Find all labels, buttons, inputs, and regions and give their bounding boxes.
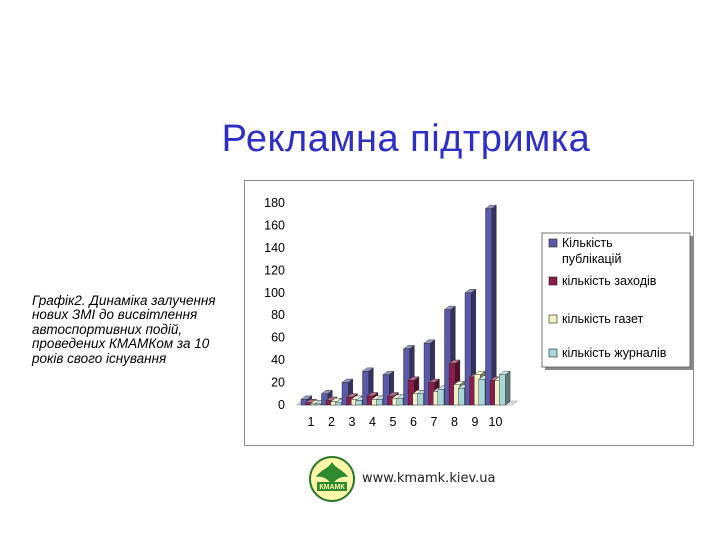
legend-swatch — [548, 276, 558, 286]
bar-group — [320, 389, 347, 406]
chart-frame: 0 20 40 60 80 100 120 140 160 180 1 2 3 4 5 6 7 8 9 10 Кіл… — [244, 180, 694, 446]
legend-box — [541, 232, 691, 368]
y-tick-label: 80 — [271, 308, 285, 322]
logo-text: КМАМК — [319, 484, 345, 491]
legend-label: кількість заходів — [562, 274, 657, 288]
chart-caption: Графік2. Динаміка залучення нових ЗМІ до… — [32, 293, 216, 366]
y-tick-label: 0 — [278, 398, 285, 412]
x-tick-label: 7 — [431, 415, 438, 429]
y-tick-label: 100 — [264, 286, 285, 300]
y-tick-label: 140 — [264, 241, 285, 255]
x-tick-label: 6 — [410, 415, 417, 429]
x-tick-label: 1 — [308, 415, 315, 429]
legend-swatch — [548, 348, 558, 358]
legend-item: кількість заходів — [548, 274, 657, 288]
bar-group — [484, 204, 511, 406]
footer-url[interactable]: www.kmamk.kiev.ua — [362, 471, 496, 486]
bar-group — [464, 288, 491, 406]
slide-title: Рекламна підтримка — [221, 118, 591, 160]
bar-group — [402, 344, 429, 406]
x-tick-label: 2 — [328, 415, 335, 429]
bar-group — [423, 339, 450, 406]
x-tick-label: 9 — [472, 415, 479, 429]
x-tick-label: 3 — [349, 415, 356, 429]
bar-groups — [300, 204, 511, 406]
legend-swatch — [548, 238, 558, 248]
x-tick-label: 5 — [390, 415, 397, 429]
legend-item: кількість журналів — [548, 346, 667, 360]
legend: Кількість публікацій кількість заходів кіль… — [541, 232, 693, 370]
bar — [484, 204, 497, 406]
x-tick-label: 4 — [369, 415, 376, 429]
y-tick-label: 160 — [264, 218, 285, 232]
bar — [498, 370, 511, 406]
y-tick-label: 40 — [271, 353, 285, 367]
legend-label: кількість газет — [562, 312, 643, 326]
kmamk-logo: КМАМК — [309, 456, 355, 502]
x-tick-label: 10 — [489, 415, 503, 429]
y-tick-label: 120 — [264, 263, 285, 277]
x-axis: 1 2 3 4 5 6 7 8 9 10 — [308, 415, 503, 429]
bar-group — [382, 370, 409, 406]
x-tick-label: 8 — [451, 415, 458, 429]
legend-label: Кількість публікацій — [562, 236, 621, 266]
legend-item: Кількість публікацій — [548, 236, 621, 266]
legend-label: кількість журналів — [562, 346, 667, 360]
legend-swatch — [548, 314, 558, 324]
y-tick-label: 20 — [271, 376, 285, 390]
y-tick-label: 180 — [264, 196, 285, 210]
bar-group — [300, 395, 327, 406]
bar-chart: 0 20 40 60 80 100 120 140 160 180 1 2 3 4 5 6 7 8 9 10 Кіл… — [264, 196, 693, 429]
legend-item: кількість газет — [548, 312, 643, 326]
y-tick-label: 60 — [271, 331, 285, 345]
bar-group — [443, 305, 470, 406]
